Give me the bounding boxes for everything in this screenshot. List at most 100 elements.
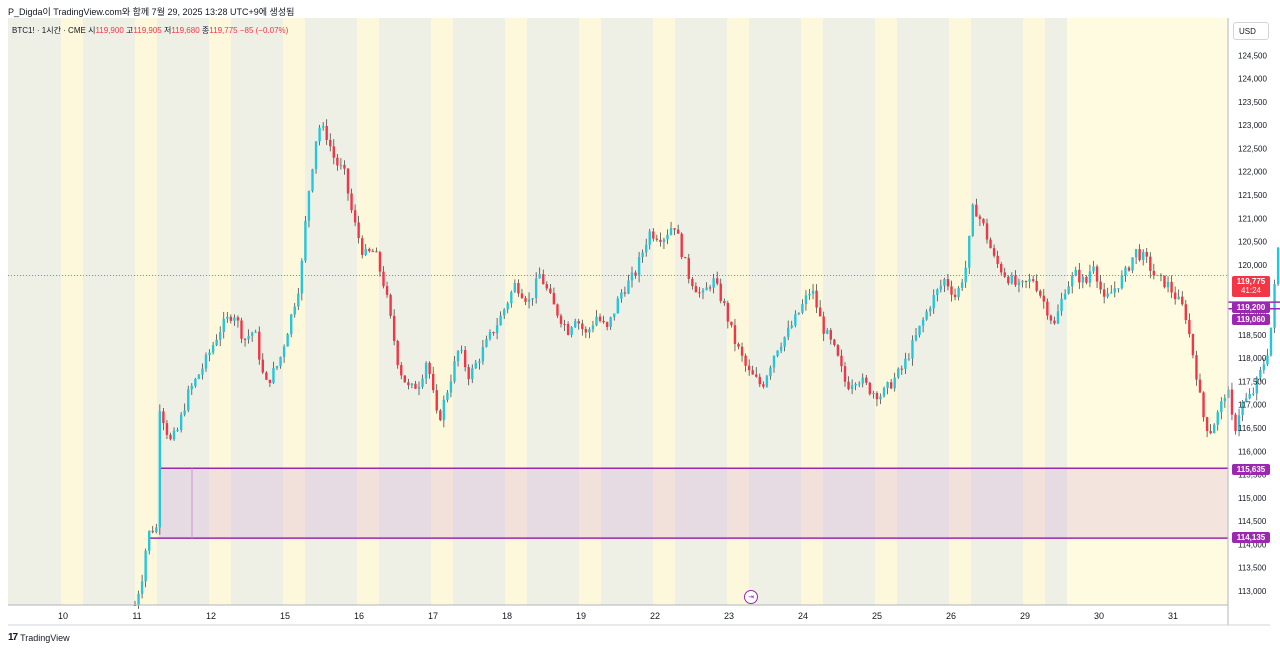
- candle-body: [943, 279, 946, 286]
- candle-body: [194, 378, 197, 387]
- candle: [542, 269, 545, 285]
- candle: [804, 290, 808, 311]
- candle-body: [886, 382, 889, 389]
- candle: [907, 353, 911, 361]
- candle-body: [669, 228, 673, 235]
- candle-body: [652, 231, 655, 239]
- goto-realtime-icon[interactable]: ⇥: [744, 590, 758, 604]
- candle: [1000, 262, 1003, 276]
- candle: [346, 168, 350, 201]
- candle-body: [623, 292, 627, 294]
- candle: [1099, 275, 1102, 294]
- candle: [510, 290, 513, 308]
- candle-body: [190, 386, 193, 390]
- candle-body: [254, 331, 257, 333]
- candle-body: [495, 325, 499, 334]
- candle-body: [879, 396, 882, 400]
- candle-body: [918, 325, 921, 335]
- candle-body: [499, 315, 502, 326]
- candle: [424, 361, 428, 385]
- candle: [630, 266, 634, 288]
- candle-body: [211, 345, 215, 353]
- candle: [975, 198, 978, 217]
- candle-body: [222, 318, 225, 332]
- candle-body: [815, 290, 818, 308]
- candle-body: [1035, 280, 1038, 291]
- candle: [598, 313, 602, 323]
- future-area: [1067, 18, 1228, 605]
- candle-body: [1014, 275, 1017, 285]
- candle: [872, 390, 875, 399]
- y-tick-label: 114,000: [1238, 540, 1267, 549]
- candle: [559, 313, 563, 328]
- chart-caption: P_Digda이 TradingView.com와 함께 7월 29, 2025…: [8, 7, 295, 17]
- candle: [364, 243, 367, 257]
- candle: [918, 325, 921, 338]
- session-band-29: [1023, 18, 1045, 605]
- candle: [534, 272, 538, 304]
- candle: [818, 300, 822, 317]
- candle-body: [1028, 279, 1031, 282]
- candle-body: [215, 339, 218, 346]
- candle: [794, 310, 797, 328]
- candle: [687, 253, 690, 284]
- legend-close: 119,775: [209, 26, 238, 35]
- candle: [332, 139, 335, 165]
- candle: [183, 403, 186, 417]
- candle: [1276, 247, 1280, 287]
- x-tick-label: 12: [206, 611, 216, 621]
- x-tick-label: 31: [1168, 611, 1178, 621]
- candle-body: [304, 220, 307, 261]
- candle: [563, 319, 566, 332]
- candle: [943, 277, 946, 292]
- candle-body: [1085, 276, 1088, 283]
- candle: [1085, 275, 1088, 285]
- candle-body: [364, 248, 367, 255]
- candle: [492, 331, 495, 336]
- candle: [140, 574, 144, 599]
- candle-body: [630, 272, 634, 281]
- candle-body: [424, 362, 428, 379]
- candle: [1269, 327, 1273, 357]
- candle-body: [755, 374, 758, 377]
- candle: [719, 278, 722, 304]
- x-tick-label: 16: [354, 611, 364, 621]
- currency-button[interactable]: USD: [1233, 22, 1269, 40]
- candle: [1184, 299, 1187, 325]
- candle: [552, 287, 556, 305]
- candle-body: [226, 316, 229, 319]
- legend-open-label: 시: [88, 26, 96, 35]
- candle: [456, 350, 460, 367]
- tradingview-label: TradingView: [20, 632, 70, 643]
- candle: [1060, 292, 1063, 316]
- candle: [407, 378, 410, 390]
- candle: [1110, 285, 1113, 294]
- candle-body: [1156, 275, 1159, 277]
- level-upper-tag: 119,200: [1232, 302, 1270, 313]
- candle-body: [506, 303, 509, 310]
- candle-body: [258, 331, 261, 360]
- candle-body: [733, 325, 737, 344]
- candle-body: [794, 314, 797, 326]
- candle: [595, 310, 598, 327]
- candle-body: [1237, 415, 1241, 431]
- candle-body: [772, 356, 776, 368]
- candle-body: [946, 279, 950, 287]
- candle-body: [250, 332, 254, 336]
- candle-body: [456, 351, 460, 362]
- candle: [229, 314, 233, 324]
- candle: [339, 158, 343, 170]
- candle-body: [1056, 311, 1060, 324]
- candle: [1067, 281, 1070, 295]
- candle-body: [1067, 286, 1070, 294]
- candle-body: [1000, 263, 1003, 273]
- x-tick-label: 18: [502, 611, 512, 621]
- ohlc-legend: BTC1! · 1시간 · CME 시119,900 고119,905 저119…: [12, 25, 288, 36]
- candle-body: [510, 292, 513, 304]
- candle-body: [698, 292, 701, 294]
- candle-body: [524, 298, 527, 302]
- candle: [758, 373, 761, 388]
- candle: [730, 321, 733, 328]
- candle-body: [747, 365, 751, 371]
